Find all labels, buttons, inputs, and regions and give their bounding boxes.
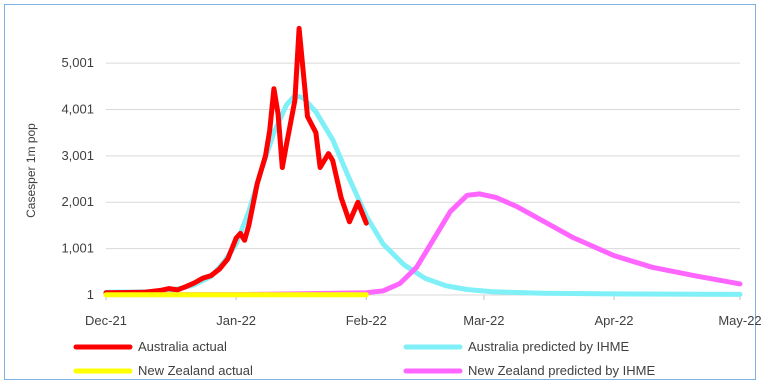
y-axis-label: Casesper 1m pop [24,123,38,218]
x-tick-label: Mar-22 [463,313,504,328]
legend-label: Australia actual [138,339,227,354]
y-tick-label: 1,001 [61,241,94,256]
series-line-0 [103,25,369,296]
x-tick-label: Dec-21 [85,313,127,328]
y-tick-label: 2,001 [61,194,94,209]
y-tick-label: 5,001 [61,55,94,70]
y-tick-label: 1 [87,287,94,302]
x-tick-label: Feb-22 [346,313,387,328]
series-lines [103,25,743,298]
legend-label: Australia predicted by IHME [468,339,629,354]
legend-label: New Zealand actual [138,363,253,378]
gridlines [106,62,740,250]
y-tick-label: 3,001 [61,148,94,163]
x-tick-label: Jan-22 [216,313,256,328]
x-axis-tick-labels: Dec-21 Jan-22 Feb-22 Mar-22 Apr-22 May-22 [85,295,762,328]
x-tick-label: Apr-22 [595,313,634,328]
y-tick-label: 4,001 [61,101,94,116]
legend: Australia actual Australia predicted by I… [73,339,655,378]
chart-frame [4,4,756,380]
y-axis-tick-labels: 1 1,001 2,001 3,001 4,001 5,001 [61,55,94,302]
legend-label: New Zealand predicted by IHME [468,363,655,378]
x-tick-label: May-22 [718,313,761,328]
